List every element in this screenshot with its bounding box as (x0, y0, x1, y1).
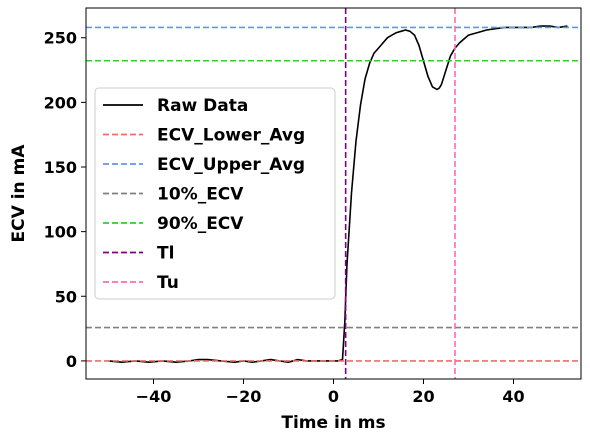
x-axis-label: Time in ms (281, 413, 385, 433)
legend-label: 10%_ECV (157, 185, 244, 205)
y-tick-label: 150 (44, 158, 77, 177)
x-tick-label: −40 (136, 387, 172, 406)
plot-marks (86, 8, 581, 379)
x-tick-label: 0 (328, 387, 339, 406)
y-axis-label: ECV in mA (9, 144, 29, 243)
x-tick-label: −20 (226, 387, 262, 406)
y-tick-label: 100 (44, 223, 77, 242)
legend-label: Raw Data (157, 96, 248, 116)
legend-item-tu: Tu (103, 273, 179, 293)
legend-item-tl: Tl (103, 244, 174, 264)
x-tick-label: 20 (412, 387, 434, 406)
y-tick-label: 50 (55, 287, 77, 306)
y-tick-label: 0 (66, 352, 77, 371)
plot-area (86, 8, 581, 379)
legend-label: ECV_Lower_Avg (157, 126, 305, 146)
y-tick-label: 200 (44, 93, 77, 112)
legend: Raw Data ECV_Lower_Avg ECV_Upper_Avg 10%_EC… (94, 87, 336, 300)
legend-label: 90%_ECV (157, 214, 244, 234)
legend-item-ecv-lower-avg: ECV_Lower_Avg (103, 126, 305, 146)
legend-label: Tu (157, 273, 179, 293)
x-tick-label: 40 (502, 387, 524, 406)
legend-item-90-ecv: 90%_ECV (103, 214, 244, 234)
legend-item-raw-data: Raw Data (103, 96, 248, 116)
legend-item-10-ecv: 10%_ECV (103, 185, 244, 205)
legend-label: Tl (157, 244, 174, 264)
legend-box (94, 87, 336, 300)
axes: −40 −20 0 20 40 0 50 100 150 200 250 (44, 7, 582, 406)
y-tick-label: 250 (44, 29, 77, 48)
legend-label: ECV_Upper_Avg (157, 155, 305, 175)
legend-item-ecv-upper-avg: ECV_Upper_Avg (103, 155, 305, 175)
